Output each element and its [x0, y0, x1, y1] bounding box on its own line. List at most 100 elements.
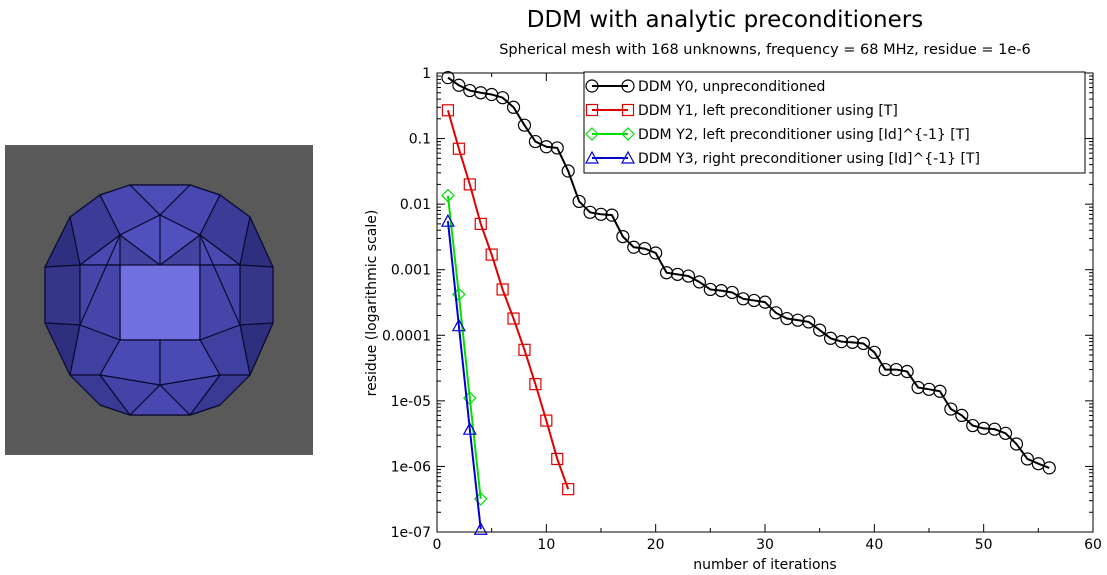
data-point	[616, 229, 630, 244]
data-point	[540, 414, 553, 427]
x-axis-label: number of iterations	[693, 557, 836, 573]
series-circle	[441, 71, 1056, 475]
x-tick-label: 40	[865, 537, 883, 553]
data-point	[758, 295, 772, 309]
data-point	[485, 248, 498, 261]
data-point	[649, 246, 663, 260]
mesh-render-panel	[5, 145, 313, 455]
data-point	[845, 335, 860, 349]
data-point	[736, 292, 750, 306]
data-point	[681, 269, 696, 283]
y-tick-label: 1	[422, 66, 431, 82]
data-point	[780, 311, 794, 326]
legend-marker	[584, 150, 600, 164]
data-point	[550, 141, 564, 155]
data-point	[518, 343, 531, 356]
data-point	[1009, 437, 1024, 451]
data-point	[539, 140, 553, 154]
data-point	[462, 421, 477, 435]
data-point	[955, 408, 969, 423]
legend-marker	[585, 103, 599, 117]
data-point	[911, 380, 925, 395]
data-point	[933, 384, 947, 398]
data-point	[1020, 452, 1035, 466]
data-point	[551, 452, 564, 466]
data-point	[441, 104, 455, 117]
data-point	[561, 164, 575, 178]
x-tick-label: 60	[1084, 537, 1102, 553]
data-point	[441, 71, 455, 85]
data-point	[714, 284, 728, 298]
data-point	[725, 285, 739, 300]
data-point	[638, 241, 652, 256]
data-point	[813, 323, 827, 337]
legend-marker	[621, 103, 635, 117]
y-axis-label: residue (logarithmic scale)	[364, 210, 380, 397]
x-tick-label: 0	[433, 537, 442, 553]
data-point	[451, 318, 466, 332]
legend-marker	[620, 150, 636, 164]
data-point	[517, 118, 532, 132]
series-line	[446, 221, 482, 530]
data-point	[463, 83, 477, 98]
data-point	[583, 205, 597, 219]
data-point	[529, 378, 542, 391]
data-point	[506, 100, 521, 114]
icosphere-mesh-icon	[44, 184, 274, 416]
data-point	[802, 315, 816, 329]
data-point	[496, 91, 510, 105]
data-point	[440, 213, 455, 227]
chart-subtitle: Spherical mesh with 168 unknowns, freque…	[499, 42, 1031, 58]
legend-box	[583, 71, 1086, 174]
data-point	[769, 306, 783, 320]
legend-marker	[585, 79, 599, 93]
y-tick-label: 0.01	[400, 197, 431, 213]
x-tick-label: 50	[975, 537, 993, 553]
data-point	[605, 208, 619, 222]
data-point	[659, 266, 674, 280]
data-point	[856, 336, 871, 351]
legend-marker	[621, 127, 635, 141]
series-line	[446, 195, 482, 499]
y-tick-label: 1e-07	[391, 525, 431, 541]
data-point	[594, 207, 608, 221]
data-point	[998, 426, 1013, 440]
data-point	[922, 382, 936, 396]
data-point	[507, 312, 520, 325]
legend-marker	[585, 127, 599, 141]
data-point	[473, 522, 488, 535]
chart-title: DDM with analytic preconditioners	[527, 7, 923, 33]
series-line	[446, 110, 570, 490]
data-point	[867, 345, 881, 359]
data-point	[878, 362, 892, 377]
data-point	[1042, 461, 1056, 475]
legend-label: DDM Y2, left preconditioner using [Id]^{…	[638, 127, 970, 143]
data-point	[834, 335, 849, 349]
data-point	[452, 142, 465, 155]
data-point	[474, 217, 487, 230]
x-tick-label: 10	[537, 537, 555, 553]
data-point	[670, 267, 685, 281]
legend: DDM Y0, unpreconditioned DDM Y1, left pre…	[583, 71, 1086, 174]
data-point	[496, 283, 509, 296]
x-tick-label: 20	[647, 537, 665, 553]
data-point	[441, 188, 455, 203]
legend-label: DDM Y1, left preconditioner using [T]	[638, 103, 898, 119]
legend-label: DDM Y0, unpreconditioned	[638, 79, 825, 95]
data-point	[474, 86, 488, 100]
data-point	[562, 483, 575, 496]
data-point	[463, 178, 476, 191]
y-tick-label: 1e-06	[391, 459, 431, 475]
series-triangle	[440, 213, 488, 535]
data-point	[889, 362, 903, 377]
y-tick-label: 0.001	[391, 263, 431, 279]
data-point	[528, 134, 543, 149]
series-square	[441, 104, 575, 496]
data-point	[703, 282, 717, 297]
data-point	[791, 313, 805, 327]
y-tick-label: 0.0001	[382, 328, 431, 344]
legend-label: DDM Y3, right preconditioner using [Id]^…	[638, 151, 980, 167]
x-tick-label: 30	[756, 537, 774, 553]
y-tick-label: 0.1	[409, 132, 431, 148]
